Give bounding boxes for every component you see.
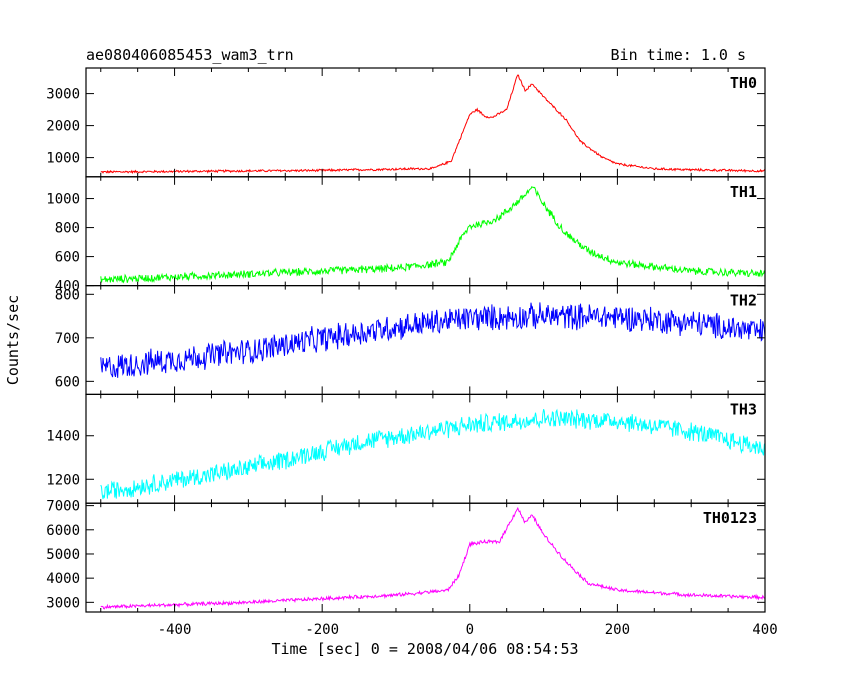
panel-frame xyxy=(85,502,766,613)
y-tick-label: 4000 xyxy=(46,571,80,587)
series-line-th2 xyxy=(100,302,765,378)
x-tick-label: 200 xyxy=(605,622,630,638)
series-line-th1 xyxy=(100,186,765,284)
plot-title: ae080406085453_wam3_trn xyxy=(86,46,294,64)
series-line-th0123 xyxy=(100,506,765,610)
y-tick-label: 3000 xyxy=(46,595,80,611)
panel-frame xyxy=(85,393,766,504)
panel-label: TH3 xyxy=(730,400,757,418)
y-tick-label: 5000 xyxy=(46,547,80,563)
x-tick-label: -200 xyxy=(305,622,339,638)
y-tick-label: 1000 xyxy=(46,192,80,208)
y-tick-label: 1200 xyxy=(46,472,80,488)
y-tick-label: 800 xyxy=(55,221,80,237)
x-axis-label: Time [sec] 0 = 2008/04/06 08:54:53 xyxy=(271,640,578,658)
panel-label: TH1 xyxy=(730,183,757,201)
panel-label: TH0123 xyxy=(703,509,757,527)
y-tick-label: 7000 xyxy=(46,499,80,515)
x-tick-label: 0 xyxy=(466,622,474,638)
y-tick-label: 600 xyxy=(55,374,80,390)
y-tick-label: 600 xyxy=(55,250,80,266)
x-tick-label: 400 xyxy=(752,622,777,638)
y-tick-label: 2000 xyxy=(46,119,80,135)
y-tick-label: 1000 xyxy=(46,151,80,167)
series-line-th3 xyxy=(100,408,765,500)
y-tick-label: 800 xyxy=(55,287,80,303)
y-tick-label: 400 xyxy=(55,279,80,295)
y-tick-label: 700 xyxy=(55,331,80,347)
series-line-th0 xyxy=(100,74,765,175)
panel-frame xyxy=(85,285,766,396)
x-tick-label: -400 xyxy=(158,622,192,638)
panel-label: TH0 xyxy=(730,74,757,92)
y-tick-label: 6000 xyxy=(46,523,80,539)
y-axis-label: Counts/sec xyxy=(4,295,22,385)
panel-frame xyxy=(85,67,766,178)
y-tick-label: 3000 xyxy=(46,87,80,103)
panel-label: TH2 xyxy=(730,292,757,310)
bin-time-label: Bin time: 1.0 s xyxy=(611,46,746,64)
y-tick-label: 1400 xyxy=(46,429,80,445)
